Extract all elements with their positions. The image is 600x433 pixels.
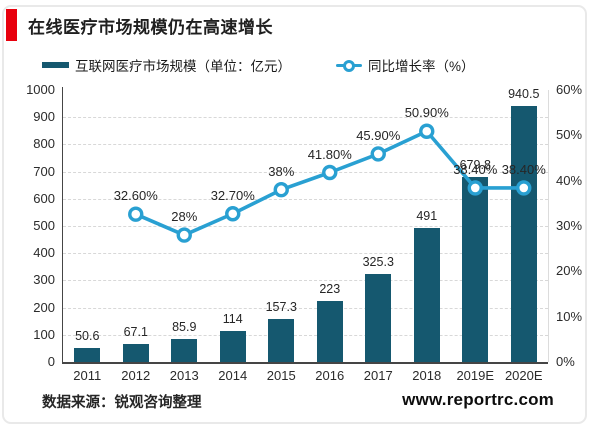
line-point-label: 45.90%: [356, 127, 401, 143]
line-point-label: 50.90%: [404, 105, 449, 121]
line-marker-icon: [343, 59, 355, 72]
bar: [268, 319, 295, 362]
line-point-marker: [128, 206, 144, 222]
line-point-label: 32.70%: [210, 187, 255, 203]
line-point-label: 38.40%: [453, 161, 498, 177]
bar: [413, 228, 440, 362]
gridline: [63, 117, 548, 119]
bar-value-label: 67.1: [123, 324, 148, 339]
bar-legend-swatch: [42, 62, 69, 68]
bar: [171, 338, 198, 362]
line-point-label: 38.40%: [501, 161, 546, 177]
x-axis-label: 2014: [218, 368, 248, 383]
y-axis-tick-right: 50%: [556, 127, 583, 143]
legend-item-growth-rate: 同比增长率（%）: [336, 55, 475, 75]
legend-label-market-size: 互联网医疗市场规模（单位：亿元）: [75, 59, 291, 74]
x-axis-label: 2020E: [504, 368, 543, 383]
line-point-marker: [419, 123, 435, 139]
x-axis-label: 2017: [363, 368, 393, 383]
x-axis-line: [61, 362, 548, 364]
bar: [365, 273, 392, 362]
x-axis-label: 2015: [266, 368, 296, 383]
line-point-label: 41.80%: [307, 146, 352, 162]
line-point-marker: [176, 227, 192, 243]
page-title: 在线医疗市场规模仍在高速增长: [28, 18, 273, 37]
y-axis-tick-right: 20%: [556, 263, 583, 279]
line-point-marker: [225, 206, 241, 222]
line-point-label: 38%: [268, 163, 295, 179]
y-axis-tick-left: 900: [33, 109, 55, 125]
line-point-marker: [322, 164, 338, 181]
bar-value-label: 157.3: [265, 300, 297, 315]
y-axis-tick-right: 40%: [556, 172, 583, 188]
legend-item-market-size: 互联网医疗市场规模（单位：亿元）: [42, 55, 291, 75]
legend-label-growth-rate: 同比增长率（%）: [368, 59, 475, 74]
gridline: [63, 334, 548, 336]
bar: [122, 343, 149, 362]
gridline: [63, 280, 548, 282]
x-axis-label: 2018: [412, 368, 442, 383]
bar: [219, 330, 246, 362]
bar-value-label: 114: [222, 311, 243, 326]
line-point-marker: [370, 146, 386, 162]
y-axis-tick-right: 10%: [556, 308, 583, 324]
y-axis-tick-left: 400: [33, 245, 55, 261]
y-axis-tick-left: 700: [33, 163, 55, 179]
bar-value-label: 223: [319, 282, 341, 297]
gridline: [63, 307, 548, 309]
bar: [316, 301, 343, 362]
plot-right-border: [548, 90, 549, 362]
x-axis-label: 2013: [169, 368, 199, 383]
bar-value-label: 940.5: [508, 87, 540, 102]
y-axis-tick-left: 300: [33, 272, 55, 288]
y-axis-tick-right: 60%: [556, 82, 583, 97]
y-axis-tick-left: 800: [33, 136, 55, 152]
x-axis-label: 2016: [315, 368, 345, 383]
y-axis-tick-left: 100: [33, 326, 55, 342]
gridline: [63, 144, 548, 146]
y-axis-tick-right: 0%: [556, 354, 575, 369]
data-source-note: 数据来源：锐观咨询整理: [42, 395, 202, 411]
y-axis-tick-left: 500: [33, 218, 55, 233]
bar-value-label: 325.3: [362, 254, 394, 269]
line-point-label: 32.60%: [113, 188, 158, 204]
y-axis-line: [61, 87, 63, 362]
x-axis-label: 2011: [73, 368, 102, 383]
y-axis-tick-left: 600: [33, 190, 55, 206]
bar: [510, 106, 537, 362]
line-point-marker: [516, 180, 532, 196]
line-legend-swatch: [336, 59, 362, 72]
bar-value-label: 491: [416, 209, 438, 224]
bar: [74, 348, 101, 362]
x-axis-label: 2019E: [456, 368, 495, 383]
y-axis-tick-left: 0: [47, 354, 55, 369]
gridline: [63, 171, 548, 173]
title-accent-bar: [6, 9, 17, 41]
x-axis-label: 2012: [121, 368, 151, 383]
y-axis-tick-left: 200: [33, 299, 55, 315]
line-point-marker: [467, 180, 483, 196]
gridline: [63, 226, 548, 227]
bar-value-label: 679.8: [459, 158, 491, 173]
y-axis-tick-right: 30%: [556, 218, 583, 233]
bar-value-label: 50.6: [75, 329, 100, 344]
bar-value-label: 85.9: [172, 319, 197, 334]
y-axis-tick-left: 1000: [26, 82, 55, 97]
card-border: [2, 5, 587, 424]
gridline: [63, 253, 548, 255]
bar: [462, 177, 489, 362]
line-point-marker: [273, 182, 289, 198]
gridline: [63, 198, 548, 200]
line-point-label: 28%: [171, 209, 198, 225]
website-watermark: www.reportrc.com: [402, 390, 554, 409]
